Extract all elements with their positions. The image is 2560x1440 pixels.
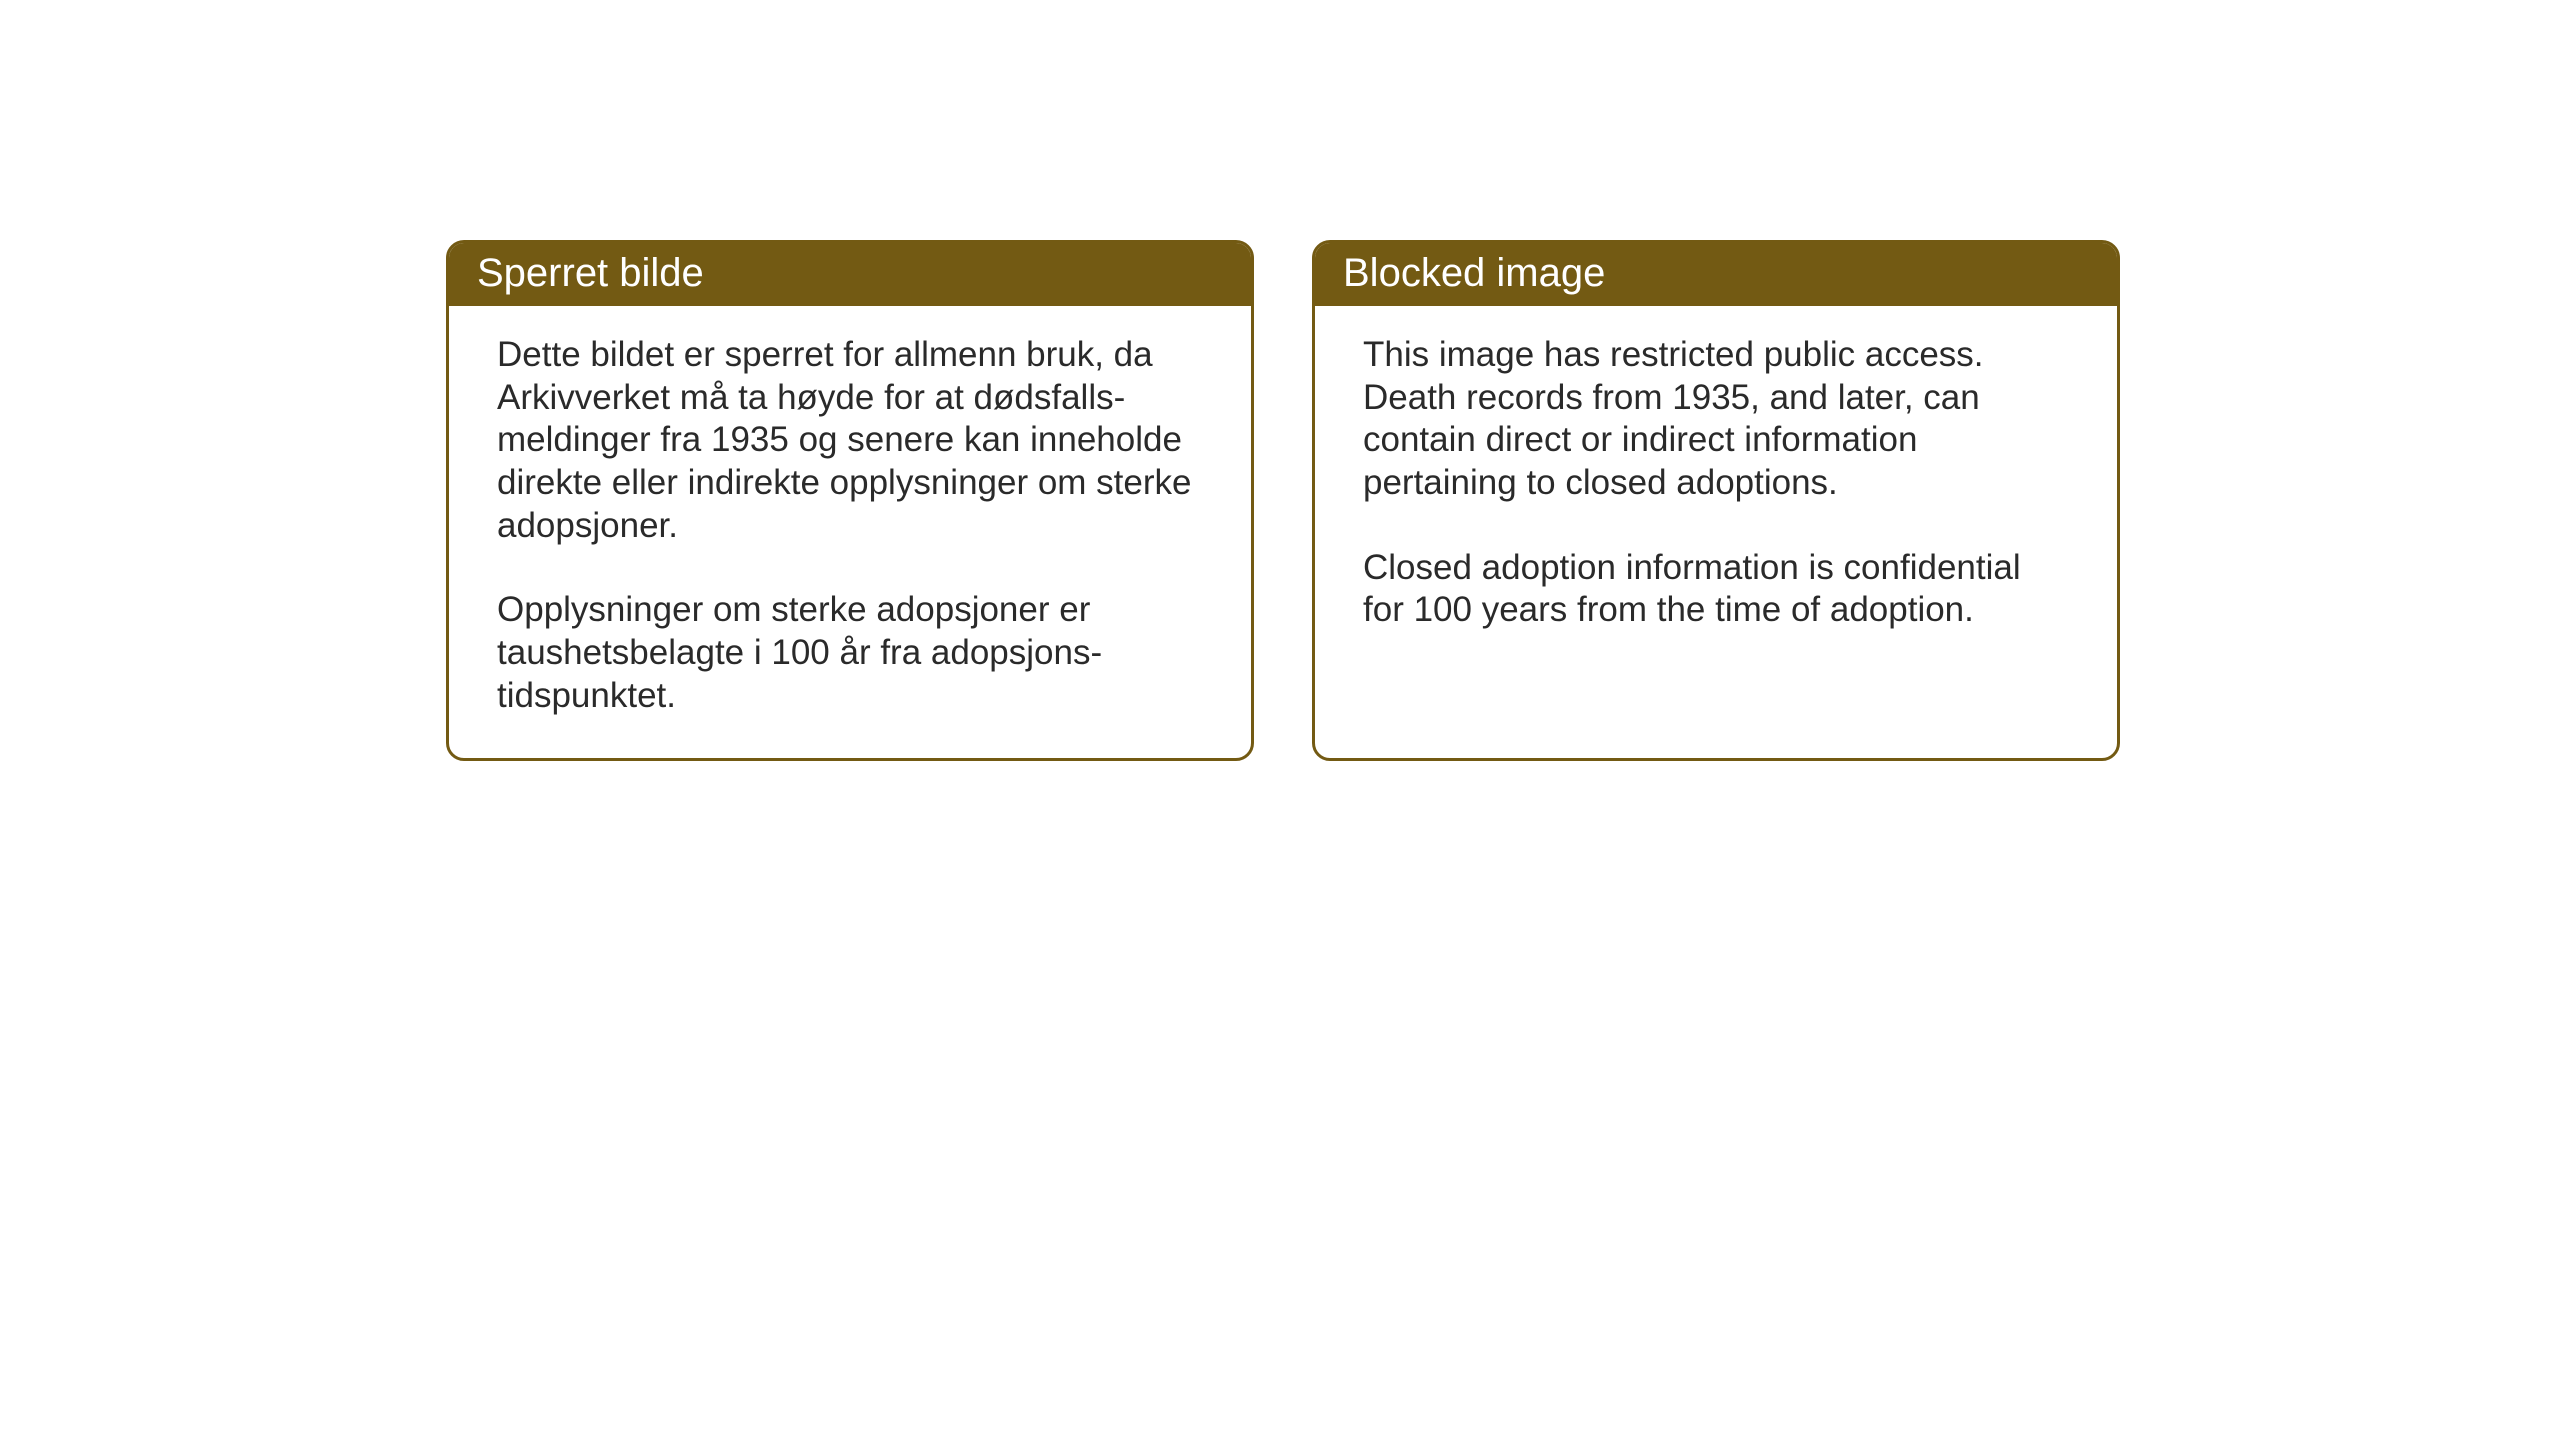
notice-body-english: This image has restricted public access.…	[1315, 306, 2117, 736]
notice-card-english: Blocked image This image has restricted …	[1312, 240, 2120, 761]
notice-card-norwegian: Sperret bilde Dette bildet er sperret fo…	[446, 240, 1254, 761]
notice-body-norwegian: Dette bildet er sperret for allmenn bruk…	[449, 306, 1251, 758]
notice-paragraph-1: Dette bildet er sperret for allmenn bruk…	[497, 334, 1203, 547]
notice-header-english: Blocked image	[1315, 243, 2117, 306]
notice-title: Sperret bilde	[477, 251, 704, 295]
notice-paragraph-2: Closed adoption information is confident…	[1363, 547, 2069, 632]
notice-container: Sperret bilde Dette bildet er sperret fo…	[446, 240, 2120, 761]
notice-header-norwegian: Sperret bilde	[449, 243, 1251, 306]
notice-paragraph-1: This image has restricted public access.…	[1363, 334, 2069, 505]
notice-paragraph-2: Opplysninger om sterke adopsjoner er tau…	[497, 589, 1203, 717]
notice-title: Blocked image	[1343, 251, 1605, 295]
